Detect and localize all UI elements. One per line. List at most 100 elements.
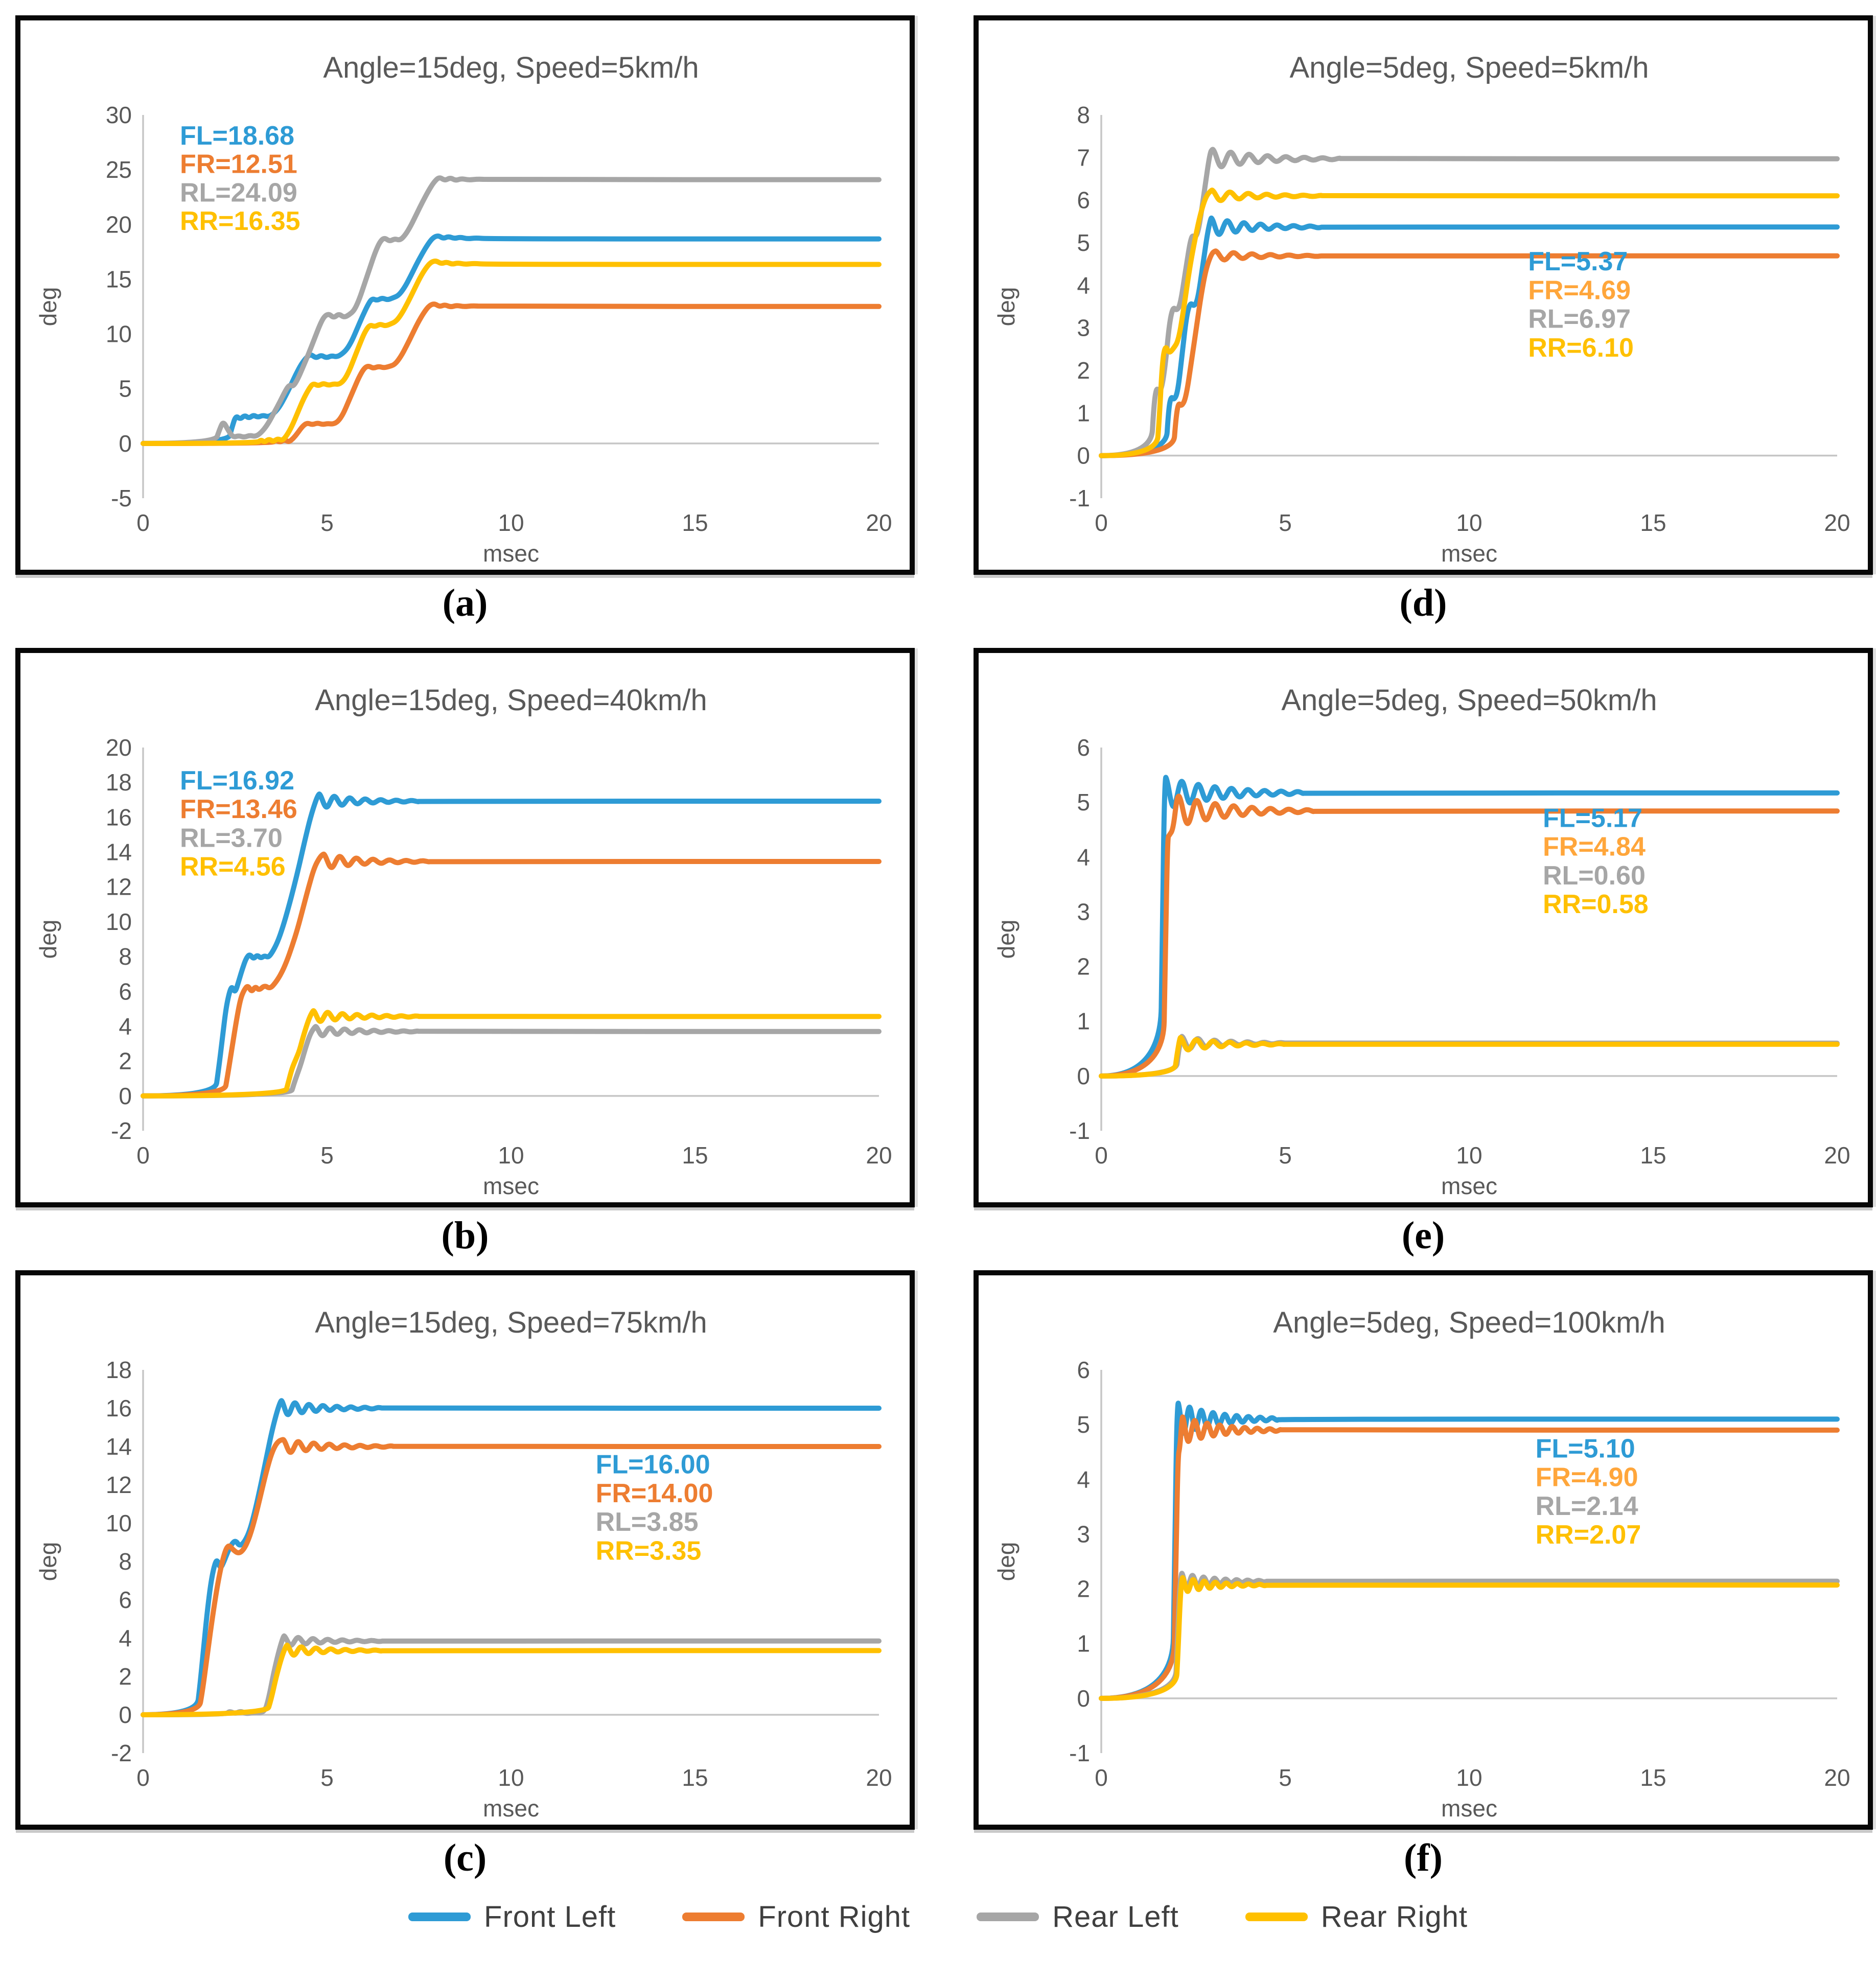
y-tick-label: 20 bbox=[106, 211, 132, 238]
series-rl-line bbox=[141, 1633, 882, 1717]
y-tick-label: -2 bbox=[111, 1117, 132, 1144]
legend-label-front-right: Front Right bbox=[758, 1900, 911, 1933]
chart-title: Angle=15deg, Speed=40km/h bbox=[315, 684, 707, 717]
y-tick-label: 5 bbox=[1077, 1411, 1090, 1438]
y-axis-title: deg bbox=[993, 920, 1020, 959]
chart-panel-c: Angle=15deg, Speed=75km/h -2 0 2 4 6 8 10 12 14 16… bbox=[15, 1270, 915, 1830]
legend-line-swatch-front-left bbox=[408, 1913, 471, 1921]
legend-label-front-left: Front Left bbox=[484, 1900, 616, 1933]
series-fr-line bbox=[141, 1437, 882, 1717]
y-tick-label: 15 bbox=[106, 266, 132, 292]
legend-item-front-left: Front Left bbox=[408, 1900, 616, 1934]
y-tick-label: 6 bbox=[119, 1587, 132, 1613]
annotation-rl-value: RL=24.09 bbox=[180, 178, 297, 207]
y-axis-title: deg bbox=[993, 1542, 1020, 1581]
annotation-fr-value: FR=12.51 bbox=[180, 150, 297, 179]
chart-caption-c: (c) bbox=[443, 1836, 487, 1879]
chart-caption-f: (f) bbox=[1404, 1836, 1443, 1879]
y-tick-label: 5 bbox=[119, 376, 132, 402]
y-tick-label: 1 bbox=[1077, 1008, 1090, 1035]
x-tick-label: 0 bbox=[1095, 1764, 1108, 1791]
series-rr-line bbox=[1099, 1575, 1840, 1701]
legend-label-rear-right: Rear Right bbox=[1321, 1900, 1468, 1933]
x-tick-label: 5 bbox=[320, 1764, 334, 1791]
annotation-rr-value: RR=0.58 bbox=[1543, 890, 1649, 919]
y-tick-label: 18 bbox=[106, 769, 132, 796]
annotation-rr-value: RR=4.56 bbox=[180, 852, 286, 882]
y-tick-label: 12 bbox=[106, 1472, 132, 1498]
y-tick-label: 4 bbox=[1077, 844, 1090, 870]
y-tick-label: 30 bbox=[106, 102, 132, 128]
series-rr-line bbox=[141, 1642, 882, 1717]
x-axis-title: msec bbox=[483, 1795, 539, 1822]
series-rl-line bbox=[141, 1024, 882, 1099]
series-fr-line bbox=[141, 301, 882, 446]
x-axis-title: msec bbox=[483, 540, 539, 567]
x-tick-label: 15 bbox=[1640, 1142, 1666, 1169]
y-tick-label: 5 bbox=[1077, 789, 1090, 815]
series-rr-line bbox=[1099, 1035, 1840, 1079]
x-tick-label: 5 bbox=[320, 1142, 334, 1169]
chart-caption-d: (d) bbox=[1399, 581, 1447, 624]
y-tick-label: 5 bbox=[1077, 229, 1090, 256]
annotation-rr-value: RR=6.10 bbox=[1528, 333, 1634, 363]
series-fl-line bbox=[1099, 775, 1840, 1079]
y-tick-label: 4 bbox=[1077, 1466, 1090, 1493]
y-tick-label: 1 bbox=[1077, 400, 1090, 426]
chart-title: Angle=5deg, Speed=50km/h bbox=[1281, 684, 1657, 717]
y-tick-label: 6 bbox=[1077, 734, 1090, 761]
y-tick-label: 2 bbox=[119, 1663, 132, 1690]
annotation-fr-value: FR=13.46 bbox=[180, 795, 297, 824]
x-axis-title: msec bbox=[1441, 1795, 1497, 1822]
x-tick-label: 5 bbox=[1279, 509, 1292, 536]
legend-label-rear-left: Rear Left bbox=[1052, 1900, 1179, 1933]
legend-line-swatch-rear-left bbox=[977, 1913, 1039, 1921]
y-tick-label: -1 bbox=[1069, 1740, 1090, 1766]
legend-line-swatch-front-right bbox=[682, 1913, 745, 1921]
x-axis-title: msec bbox=[483, 1173, 539, 1199]
y-tick-label: 0 bbox=[119, 1083, 132, 1109]
annotation-fr-value: FR=4.90 bbox=[1536, 1463, 1638, 1493]
x-tick-label: 15 bbox=[682, 509, 708, 536]
chart-b-canvas: Angle=15deg, Speed=40km/h-20246810121416… bbox=[35, 684, 892, 1199]
y-tick-label: 6 bbox=[1077, 187, 1090, 214]
x-tick-label: 15 bbox=[682, 1764, 708, 1791]
chart-c-canvas: Angle=15deg, Speed=75km/h-20246810121416… bbox=[35, 1306, 892, 1822]
annotation-rl-value: RL=3.85 bbox=[596, 1507, 699, 1537]
y-tick-label: 0 bbox=[1077, 1685, 1090, 1712]
y-tick-label: 2 bbox=[1077, 1576, 1090, 1602]
y-tick-label: 16 bbox=[106, 804, 132, 830]
chart-caption-b: (b) bbox=[441, 1214, 489, 1257]
x-tick-label: 0 bbox=[1095, 509, 1108, 536]
y-tick-label: 8 bbox=[119, 1548, 132, 1575]
y-tick-label: 10 bbox=[106, 908, 132, 935]
y-axis-title: deg bbox=[35, 920, 61, 959]
y-tick-label: 20 bbox=[106, 734, 132, 761]
legend-item-rear-left: Rear Left bbox=[977, 1900, 1179, 1934]
x-axis-title: msec bbox=[1441, 1173, 1497, 1199]
chart-title: Angle=5deg, Speed=100km/h bbox=[1273, 1306, 1665, 1339]
chart-panel-f: Angle=5deg, Speed=100km/h -1 0 1 2 3 4 5 6 0 5 10 15… bbox=[974, 1270, 1873, 1830]
y-tick-label: -2 bbox=[111, 1740, 132, 1766]
y-axis-title: deg bbox=[35, 1542, 61, 1581]
annotation-rl-value: RL=0.60 bbox=[1543, 861, 1646, 891]
x-tick-label: 10 bbox=[1456, 1142, 1482, 1169]
series-fl-line bbox=[1099, 1401, 1840, 1701]
x-tick-label: 15 bbox=[682, 1142, 708, 1169]
y-tick-label: 2 bbox=[119, 1048, 132, 1075]
series-fl-line bbox=[141, 791, 882, 1099]
y-tick-label: 2 bbox=[1077, 953, 1090, 980]
annotation-fl-value: FL=18.68 bbox=[180, 121, 294, 151]
chart-title: Angle=5deg, Speed=5km/h bbox=[1290, 51, 1649, 84]
y-tick-label: 25 bbox=[106, 156, 132, 183]
y-tick-label: 2 bbox=[1077, 357, 1090, 384]
annotation-rr-value: RR=3.35 bbox=[596, 1536, 702, 1566]
x-tick-label: 20 bbox=[866, 509, 892, 536]
annotation-fl-value: FL=5.17 bbox=[1543, 803, 1642, 833]
y-tick-label: -1 bbox=[1069, 485, 1090, 511]
series-rl-line bbox=[1099, 147, 1840, 458]
x-tick-label: 20 bbox=[1824, 1142, 1850, 1169]
